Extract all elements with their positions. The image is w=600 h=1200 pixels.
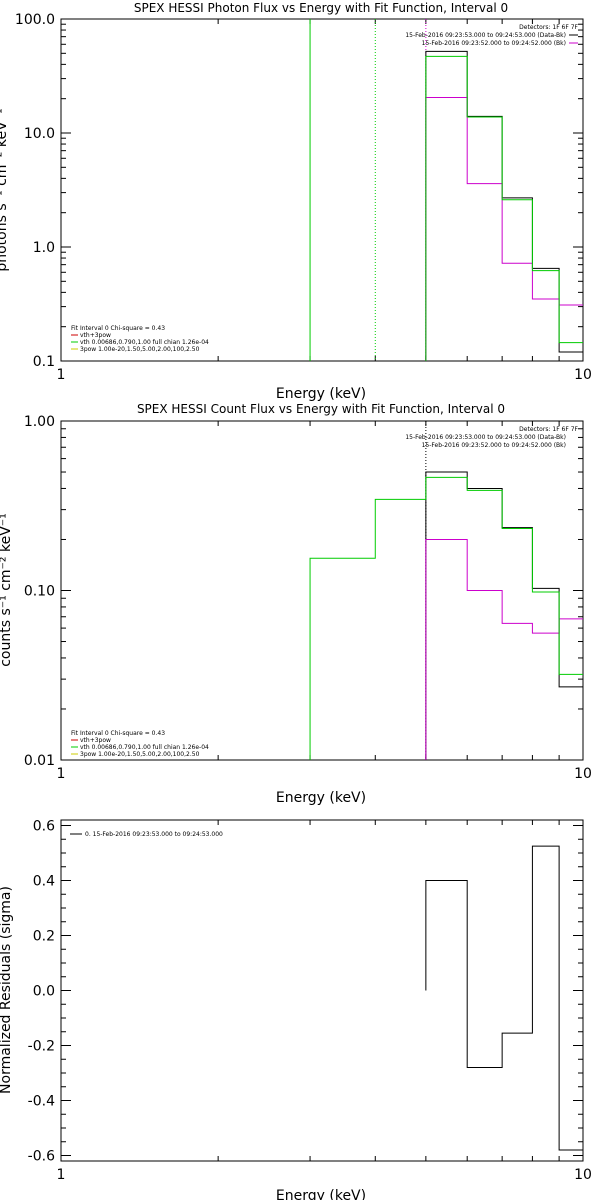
count-panel-xlabel: Energy (keV) <box>276 790 366 806</box>
residual-y-tick-label: -0.6 <box>28 1149 55 1165</box>
residual-x-tick-label: 10 <box>574 1167 592 1183</box>
count-flux-panel: SPEX HESSI Count Flux vs Energy with Fit… <box>0 402 579 806</box>
photon-y-tick-label: 0.1 <box>33 354 55 370</box>
photon-y-tick-label: 100.0 <box>15 12 55 28</box>
count-axes-frame <box>60 420 584 761</box>
count-y-tick-label: 0.01 <box>24 753 55 769</box>
photon-legend-bk-label: 15-Feb-2016 09:23:52.000 to 09:24:52.000… <box>422 40 566 47</box>
count-series-3-histogram <box>309 476 583 760</box>
residual-y-tick-label: 0.6 <box>33 819 55 835</box>
count-x-tick-label: 1 <box>57 766 66 782</box>
photon-y-tick-label: 10.0 <box>24 126 55 142</box>
photon-detectors-label: Detectors: 1F 6F 7F <box>519 24 578 31</box>
count-fit-info: Fit Interval 0 Chi-square = 0.43 vth+3po… <box>71 730 209 758</box>
count-plot-area: 1 10 0.01 0.10 1.00 <box>24 34 592 782</box>
count-x-tick-label: 10 <box>574 766 592 782</box>
residual-y-tick-label: -0.4 <box>28 1094 55 1110</box>
photon-fit-item-1: vth+3pow <box>80 332 111 339</box>
count-legend-data-label: 15-Feb-2016 09:23:53.000 to 09:24:53.000… <box>405 434 566 441</box>
residual-legend: 0. 15-Feb-2016 09:23:53.000 to 09:24:53.… <box>85 831 223 838</box>
count-legend: 15-Feb-2016 09:23:53.000 to 09:24:53.000… <box>405 434 566 449</box>
photon-panel-ylabel: photons s⁻¹ cm⁻² keV⁻¹ <box>0 108 10 271</box>
photon-panel-xlabel: Energy (keV) <box>276 386 366 402</box>
photon-legend: 15-Feb-2016 09:23:53.000 to 09:24:53.000… <box>405 32 566 47</box>
count-panel-ylabel: counts s⁻¹ cm⁻² keV⁻¹ <box>0 513 14 667</box>
residual-panel-xlabel: Energy (keV) <box>276 1188 366 1200</box>
photon-fit-line1: Fit Interval 0 Chi-square = 0.43 <box>71 325 165 332</box>
residual-axes-frame <box>60 819 584 1162</box>
residual-x-tick-label: 1 <box>57 1167 66 1183</box>
count-panel-title: SPEX HESSI Count Flux vs Energy with Fit… <box>137 402 505 416</box>
photon-fit-info: Fit Interval 0 Chi-square = 0.43 vth+3po… <box>71 325 209 353</box>
photon-x-tick-label: 10 <box>574 367 592 383</box>
count-detectors-label: Detectors: 1F 6F 7F <box>519 426 578 433</box>
residual-y-tick-label: 0.4 <box>33 874 55 890</box>
count-fit-item-2: vth 0.00686,0.790,1.00 full chian 1.26e-… <box>80 744 209 751</box>
photon-fit-item-2: vth 0.00686,0.790,1.00 full chian 1.26e-… <box>80 339 209 346</box>
count-y-tick-label: 1.00 <box>24 414 55 430</box>
count-fit-item-3: 3pow 1.00e-20,1.50,5.00,2.00,100,2.50 <box>80 751 200 758</box>
residual-y-tick-label: -0.2 <box>28 1039 55 1055</box>
residual-y-tick-label: 0.0 <box>33 984 55 1000</box>
photon-legend-data-label: 15-Feb-2016 09:23:53.000 to 09:24:53.000… <box>405 32 566 39</box>
photon-y-tick-label: 1.0 <box>33 240 55 256</box>
photon-axes-frame <box>60 18 584 362</box>
svg-text:Detectors: 1F 6F 7F: Detectors: 1F 6F 7F <box>519 426 578 433</box>
photon-series-3-histogram <box>425 55 583 361</box>
photon-fit-item-3: 3pow 1.00e-20,1.50,5.00,2.00,100,2.50 <box>80 346 200 353</box>
photon-flux-panel: SPEX HESSI Photon Flux vs Energy with Fi… <box>0 1 579 402</box>
photon-x-tick-label: 1 <box>57 367 66 383</box>
count-fit-item-1: vth+3pow <box>80 737 111 744</box>
count-legend-bk-label: 15-Feb-2016 09:23:52.000 to 09:24:52.000… <box>422 442 566 449</box>
count-y-tick-label: 0.10 <box>24 584 55 600</box>
residual-series-1-histogram <box>425 845 583 1151</box>
count-fit-line1: Fit Interval 0 Chi-square = 0.43 <box>71 730 165 737</box>
residual-y-tick-label: 0.2 <box>33 929 55 945</box>
residual-panel-ylabel: Normalized Residuals (sigma) <box>0 886 14 1094</box>
photon-plot-area: 1 10 0.1 1.0 10.0 100.0 <box>15 12 592 383</box>
svg-text:Detectors: 1F 6F 7F: Detectors: 1F 6F 7F <box>519 24 578 31</box>
photon-panel-title: SPEX HESSI Photon Flux vs Energy with Fi… <box>134 1 508 15</box>
residuals-panel: Energy (keV) Normalized Residuals (sigma… <box>0 831 366 1200</box>
residual-plot-area: 1 10 -0.6 -0.4 -0.2 0.0 0.2 0.4 0.6 <box>28 819 592 1184</box>
residual-legend-label: 0. 15-Feb-2016 09:23:53.000 to 09:24:53.… <box>85 831 223 838</box>
